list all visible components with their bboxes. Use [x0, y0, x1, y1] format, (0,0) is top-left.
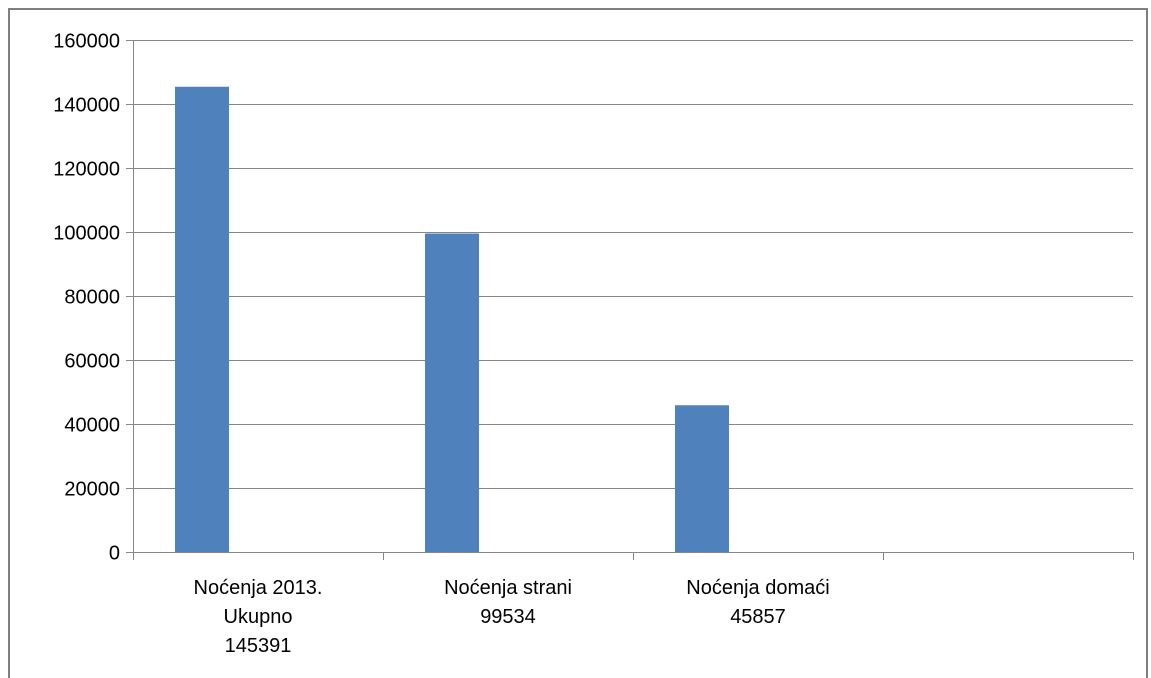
y-tick-label: 160000: [53, 31, 120, 53]
y-tick-label: 40000: [64, 415, 120, 437]
y-tick-label: 60000: [64, 351, 120, 373]
x-category-label-line: 99534: [480, 606, 536, 628]
x-category-label-line: Noćenja strani: [444, 577, 572, 599]
y-tick-label: 20000: [64, 479, 120, 501]
axes: [126, 40, 1134, 560]
bar: [175, 86, 229, 552]
x-category-label-line: Noćenja 2013.: [194, 577, 323, 599]
x-category-label: Noćenja domaći 45857: [686, 577, 829, 628]
bar: [675, 405, 729, 552]
y-tick-label: 80000: [64, 287, 120, 309]
bars: [175, 86, 729, 552]
bar: [425, 233, 479, 552]
y-tick-label: 0: [109, 543, 120, 565]
y-tick-label: 120000: [53, 159, 120, 181]
x-category-label: Noćenja strani 99534: [444, 577, 572, 628]
y-tick-label: 140000: [53, 95, 120, 117]
x-category-label-line: 45857: [730, 606, 786, 628]
y-tick-label: 100000: [53, 223, 120, 245]
x-category-label-line: Ukupno: [224, 606, 293, 628]
x-category-label: Noćenja 2013. Ukupno 145391: [194, 577, 323, 657]
x-category-label-line: 145391: [225, 635, 292, 657]
gridlines: [133, 40, 1133, 489]
x-category-labels: Noćenja 2013. Ukupno 145391 Noćenja strani 9…: [194, 577, 830, 657]
x-category-label-line: Noćenja domaći: [686, 577, 829, 599]
y-tick-labels: 0 20000 40000 60000 80000 100000 120000 140000 1…: [53, 31, 120, 565]
